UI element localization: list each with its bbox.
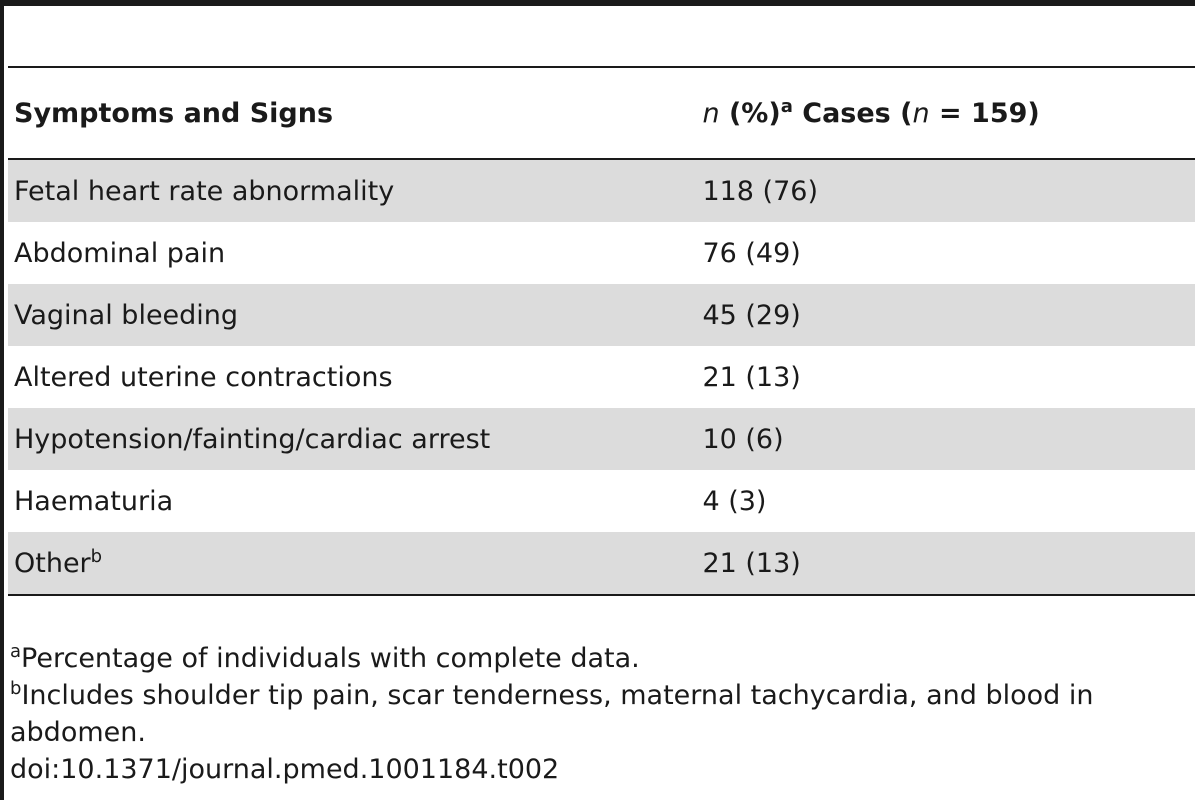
row-value: 76 (49): [702, 237, 801, 269]
row-value: 10 (6): [702, 408, 1195, 470]
row-label: Altered uterine contractions: [14, 361, 393, 393]
row-label: Otherb: [8, 532, 703, 596]
table-row: Vaginal bleeding 45 (29): [8, 284, 1195, 346]
header-sup-a: a: [780, 95, 793, 117]
table-row: Altered uterine contractions 21 (13): [8, 346, 1195, 408]
top-rule: [0, 0, 1195, 6]
row-value: 118 (76): [702, 159, 1195, 222]
header-pct: (%): [719, 97, 781, 129]
footnote-b-mark: b: [10, 678, 22, 699]
header-symptoms: Symptoms and Signs: [8, 67, 703, 160]
row-sup-b: b: [90, 545, 103, 567]
table-row: Haematuria 4 (3): [8, 470, 1195, 532]
footnote-b-text: Includes shoulder tip pain, scar tendern…: [10, 680, 1094, 748]
row-label: Abdominal pain: [14, 237, 226, 269]
symptoms-table: Symptoms and Signs n (%)a Cases (n = 159…: [8, 66, 1195, 596]
table-row: Hypotension/fainting/cardiac arrest 10 (…: [8, 408, 1195, 470]
row-label: Haematuria: [14, 485, 174, 517]
footnote-a-text: Percentage of individuals with complete …: [21, 643, 640, 674]
footnote-b: bIncludes shoulder tip pain, scar tender…: [10, 677, 1190, 751]
table-row: Fetal heart rate abnormality 118 (76): [8, 159, 1195, 222]
row-label-text: Other: [14, 547, 91, 579]
data-table-container: Symptoms and Signs n (%)a Cases (n = 159…: [8, 66, 1195, 596]
footnote-a: aPercentage of individuals with complete…: [10, 640, 1190, 677]
header-n2-italic: n: [912, 97, 930, 129]
row-label: Vaginal bleeding: [8, 284, 703, 346]
footnotes: aPercentage of individuals with complete…: [10, 640, 1190, 788]
row-value: 21 (13): [702, 361, 801, 393]
header-cases-text: Cases (: [792, 97, 913, 129]
header-cases: n (%)a Cases (n = 159): [702, 67, 1195, 160]
table-row: Abdominal pain 76 (49): [8, 222, 1195, 284]
row-value: 4 (3): [702, 485, 767, 517]
header-count: = 159): [929, 97, 1040, 129]
footnote-a-mark: a: [10, 641, 22, 662]
doi-text: doi:10.1371/journal.pmed.1001184.t002: [10, 754, 560, 785]
row-value: 21 (13): [702, 532, 1195, 596]
row-label: Fetal heart rate abnormality: [8, 159, 703, 222]
left-rule: [0, 0, 4, 800]
header-n-italic: n: [702, 97, 720, 129]
table-row: Otherb 21 (13): [8, 532, 1195, 596]
table-header-row: Symptoms and Signs n (%)a Cases (n = 159…: [8, 67, 1195, 160]
row-label: Hypotension/fainting/cardiac arrest: [8, 408, 703, 470]
row-value: 45 (29): [702, 284, 1195, 346]
